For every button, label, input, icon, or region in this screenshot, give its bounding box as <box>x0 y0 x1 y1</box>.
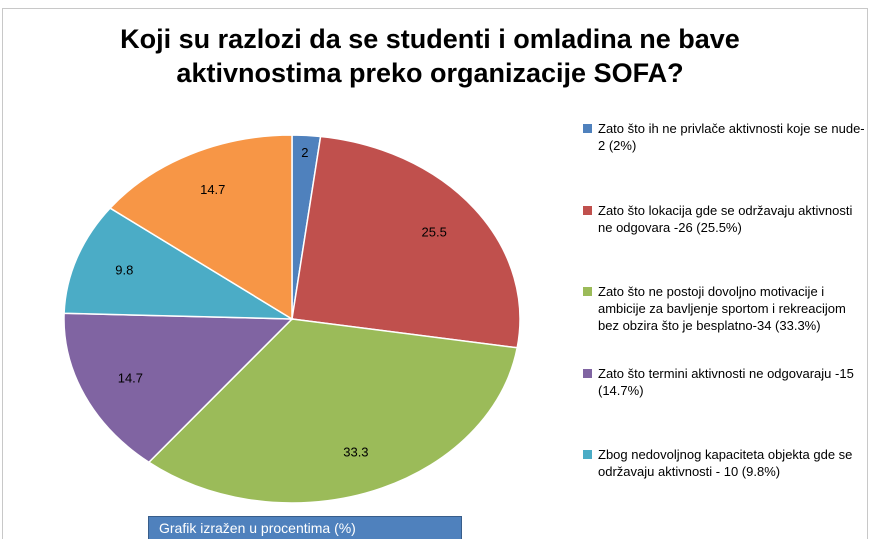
pie-slice <box>291 135 521 349</box>
data-label: 14.7 <box>200 182 225 197</box>
pie-slice <box>147 318 519 504</box>
legend-entry: Zato što ne postoji dovoljno motivacije … <box>583 283 870 334</box>
legend-entry: Zato što lokacija gde se održavaju aktiv… <box>583 202 870 236</box>
legend-entry: Zbog nedovoljnog kapaciteta objekta gde … <box>583 446 870 480</box>
legend-swatch <box>583 287 592 296</box>
legend-label: Zato što termini aktivnosti ne odgovaraj… <box>598 365 854 398</box>
legend-label: Zato što ne postoji dovoljno motivacije … <box>598 284 846 333</box>
annotation: Grafik izražen u procentima (%) <box>148 516 462 539</box>
legend-swatch <box>583 368 592 378</box>
data-label: 2 <box>301 145 308 160</box>
data-label: 14.7 <box>118 370 143 385</box>
legend-label: Zbog nedovoljnog kapaciteta objekta gde … <box>598 447 853 479</box>
data-label: 25.5 <box>422 224 447 239</box>
legend-label: Zato što lokacija gde se održavaju aktiv… <box>598 202 853 235</box>
pie-slice <box>63 312 294 464</box>
legend-entry: Zato što termini aktivnosti ne odgovaraj… <box>583 365 870 399</box>
legend-swatch <box>583 124 592 133</box>
pie-slice <box>108 134 293 321</box>
legend-swatch <box>583 450 592 459</box>
legend-label: Zato što ih ne privlače aktivnosti koje … <box>598 121 865 153</box>
legend-swatch <box>583 205 592 215</box>
pie-slice <box>63 207 295 320</box>
data-label: 9.8 <box>115 263 133 278</box>
data-label: 33.3 <box>343 444 368 459</box>
chart-frame <box>2 8 868 539</box>
chart-title: Koji su razlozi da se studenti i omladin… <box>120 24 740 88</box>
legend-entry: Zato što ih ne privlače aktivnosti koje … <box>583 120 870 154</box>
